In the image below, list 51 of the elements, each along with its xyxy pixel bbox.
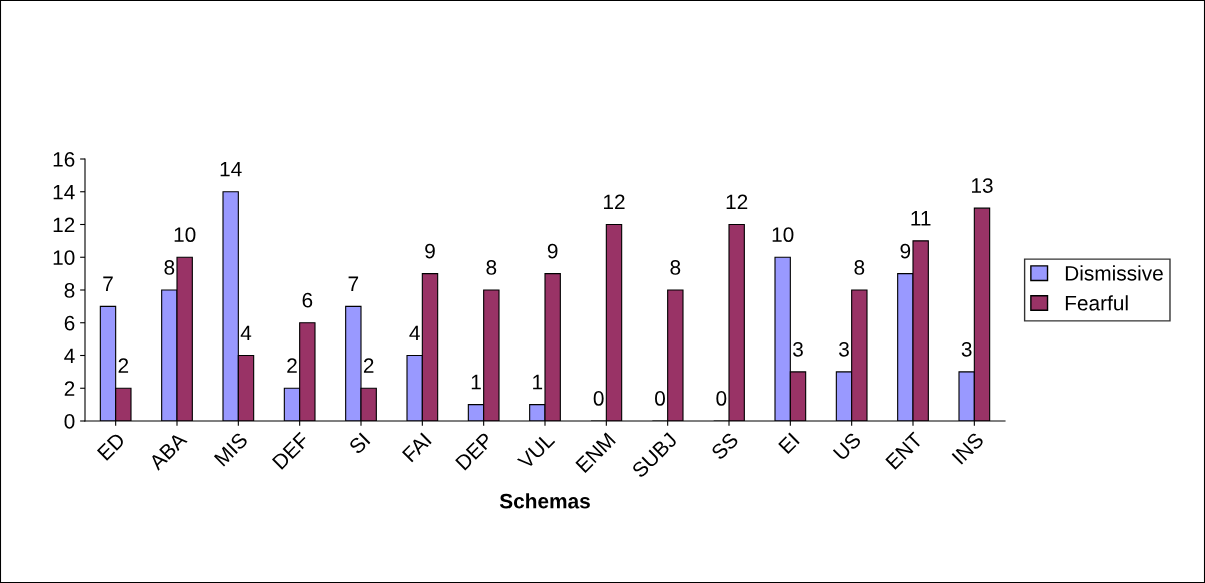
x-tick-label: FAI — [401, 432, 432, 463]
legend-label: Fearful — [1065, 295, 1128, 311]
data-label: 3 — [839, 341, 849, 357]
data-label: 0 — [716, 391, 727, 406]
data-label: 0 — [593, 391, 604, 406]
data-label: 9 — [900, 243, 911, 259]
data-label: 0 — [655, 391, 665, 406]
data-label: 12 — [604, 194, 625, 210]
data-label: 4 — [240, 325, 252, 341]
data-label: 7 — [103, 276, 113, 291]
x-tick-label: US — [832, 431, 862, 461]
data-label: 9 — [425, 243, 435, 259]
y-tick-label: 6 — [64, 315, 75, 331]
legend-label: Dismissive — [1065, 265, 1163, 281]
data-label: 6 — [302, 292, 313, 308]
data-label: 14 — [220, 161, 242, 177]
data-label: 7 — [348, 276, 359, 291]
data-label: 8 — [670, 260, 681, 275]
x-tick-label: VUL — [516, 431, 556, 471]
data-label: 13 — [972, 178, 993, 193]
y-tick-label: 2 — [64, 381, 75, 396]
data-label: 11 — [911, 211, 931, 226]
x-tick-label: SI — [348, 432, 371, 455]
data-label: 9 — [547, 243, 558, 259]
y-tick-label: 0 — [64, 414, 75, 429]
x-axis-title: Schemas — [499, 493, 590, 509]
y-tick-label: 10 — [53, 250, 75, 265]
y-tick-label: 4 — [64, 348, 75, 364]
data-label: 4 — [409, 325, 420, 341]
y-tick-label: 8 — [64, 283, 75, 298]
data-label: 2 — [363, 358, 374, 373]
x-tick-label: INS — [951, 431, 985, 465]
data-label: 8 — [854, 260, 865, 275]
data-label: 1 — [471, 374, 481, 390]
data-label: 2 — [287, 358, 297, 373]
data-label: 3 — [961, 341, 972, 357]
data-label: 2 — [118, 358, 129, 373]
x-tick-label: EI — [778, 432, 800, 455]
data-label: 8 — [164, 260, 175, 275]
data-label: 10 — [174, 227, 196, 243]
x-tick-label: ED — [96, 431, 126, 461]
x-tick-label: MIS — [213, 431, 249, 467]
x-tick-label: SS — [710, 431, 740, 461]
data-label: 10 — [772, 227, 794, 243]
data-label: 8 — [486, 260, 497, 275]
y-tick-label: 16 — [53, 152, 75, 167]
data-label: 1 — [533, 374, 543, 390]
data-label: 12 — [726, 194, 748, 210]
y-tick-label: 14 — [53, 184, 75, 200]
data-label: 3 — [793, 341, 803, 357]
y-tick-label: 12 — [53, 217, 75, 233]
